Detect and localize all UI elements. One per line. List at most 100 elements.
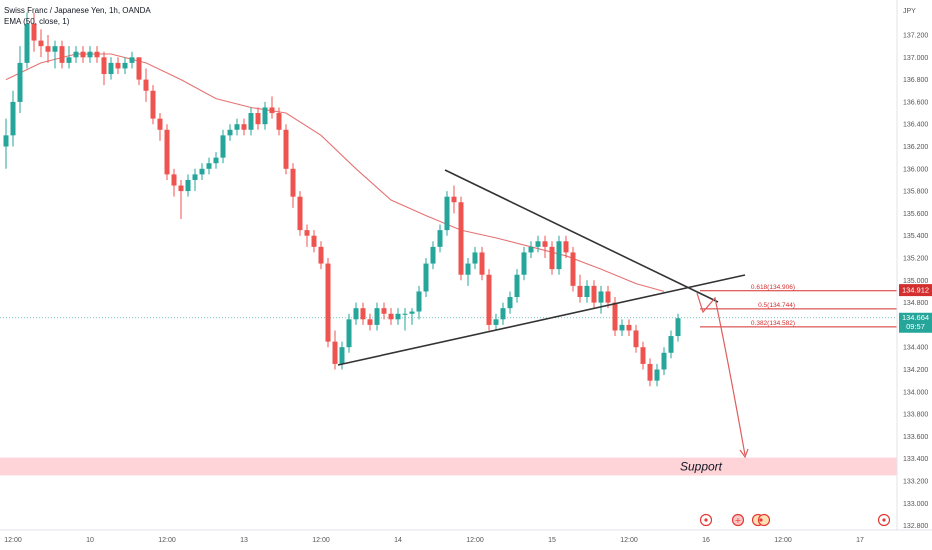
price-tick-label: 137.000 <box>903 55 928 62</box>
candle <box>220 129 226 164</box>
candle <box>94 46 100 63</box>
event-markers[interactable]: + <box>699 513 891 527</box>
candle <box>584 280 590 303</box>
price-tick-label: 134.000 <box>903 389 928 396</box>
candle <box>430 241 436 270</box>
price-tick-label: 134.800 <box>903 300 928 307</box>
candle <box>283 124 289 175</box>
candle <box>157 113 163 141</box>
candle <box>577 274 583 303</box>
time-tick-label: 12:00 <box>466 537 484 544</box>
candle <box>241 118 247 136</box>
candle <box>528 241 534 258</box>
candle <box>38 29 44 58</box>
candle <box>633 324 639 353</box>
candle <box>388 308 394 325</box>
candle <box>423 258 429 298</box>
candle <box>3 118 9 169</box>
event-marker-2: + <box>731 513 745 527</box>
candle <box>213 152 219 169</box>
price-tick-label: 135.600 <box>903 211 928 218</box>
chart-legend[interactable]: Swiss Franc / Japanese Yen, 1h, OANDA EM… <box>4 5 151 27</box>
candle <box>178 179 184 219</box>
candle <box>206 157 212 175</box>
price-tick-label: 133.200 <box>903 479 928 486</box>
candle <box>304 224 310 247</box>
candle <box>493 313 499 331</box>
candle <box>143 68 149 102</box>
candle <box>360 302 366 325</box>
candle <box>409 308 415 325</box>
candle <box>150 85 156 125</box>
candle <box>353 302 359 325</box>
candle <box>325 258 331 348</box>
candle <box>451 185 457 214</box>
event-marker-4 <box>877 513 891 527</box>
time-axis[interactable]: 12:00 10 12:00 13 12:00 14 12:00 15 12:00 16 12:00… <box>4 537 864 544</box>
fib-level-label: 0.5(134.744) <box>758 302 795 309</box>
candle <box>10 90 16 147</box>
time-tick-label: 15 <box>548 537 556 544</box>
event-marker-1 <box>699 513 713 527</box>
candle <box>346 313 352 353</box>
current-price-value: 134.664 <box>902 313 929 322</box>
candle <box>192 168 198 192</box>
candle <box>416 285 422 320</box>
candle <box>598 285 604 314</box>
price-tick-label: 135.400 <box>903 233 928 240</box>
fib-levels: 0.618(134.906) 0.5(134.744) 0.382(134.582) <box>700 284 897 328</box>
price-tick-label: 133.800 <box>903 412 928 419</box>
currency-label: JPY <box>903 8 916 15</box>
candle <box>24 12 30 69</box>
candle <box>500 302 506 325</box>
candle <box>444 191 450 236</box>
candle <box>367 313 373 331</box>
candle <box>381 302 387 320</box>
time-tick-label: 14 <box>394 537 402 544</box>
price-axis[interactable]: 137.200 137.000 136.800 136.600 136.400 136.2… <box>903 33 928 531</box>
price-tick-label: 132.800 <box>903 523 928 530</box>
candle <box>17 46 23 114</box>
candle <box>185 174 191 197</box>
candle <box>311 230 317 253</box>
candle <box>164 124 170 180</box>
candle <box>395 308 401 325</box>
candle <box>108 57 114 80</box>
candle <box>549 241 555 275</box>
candle <box>402 308 408 331</box>
price-tick-label: 133.600 <box>903 434 928 441</box>
candle <box>31 12 37 52</box>
candle <box>374 302 380 331</box>
candle <box>73 46 79 63</box>
candle <box>507 291 513 314</box>
descending-trendline[interactable] <box>444 169 719 303</box>
price-tick-label: 136.000 <box>903 166 928 173</box>
candle <box>290 163 296 208</box>
time-tick-label: 12:00 <box>158 537 176 544</box>
price-tick-label: 136.200 <box>903 144 928 151</box>
price-tick-label: 136.800 <box>903 77 928 84</box>
candle <box>626 319 632 337</box>
candle <box>605 285 611 309</box>
candle <box>591 280 597 309</box>
price-tick-label: 136.600 <box>903 99 928 106</box>
projection-arrow <box>696 292 746 456</box>
candles <box>3 12 681 387</box>
indicator-title: EMA (50, close, 1) <box>4 17 70 26</box>
candle <box>45 35 51 63</box>
candle <box>87 46 93 63</box>
candle <box>199 163 205 180</box>
marked-price-tag: 134.912 <box>899 284 932 297</box>
candle <box>255 107 261 130</box>
candle <box>318 241 324 270</box>
arrowhead-icon <box>739 448 749 459</box>
support-zone <box>0 457 897 476</box>
candle <box>486 269 492 331</box>
candle <box>122 57 128 75</box>
candle <box>619 319 625 337</box>
time-tick-label: 17 <box>856 537 864 544</box>
ascending-trendline[interactable] <box>337 274 746 366</box>
candle <box>80 46 86 63</box>
